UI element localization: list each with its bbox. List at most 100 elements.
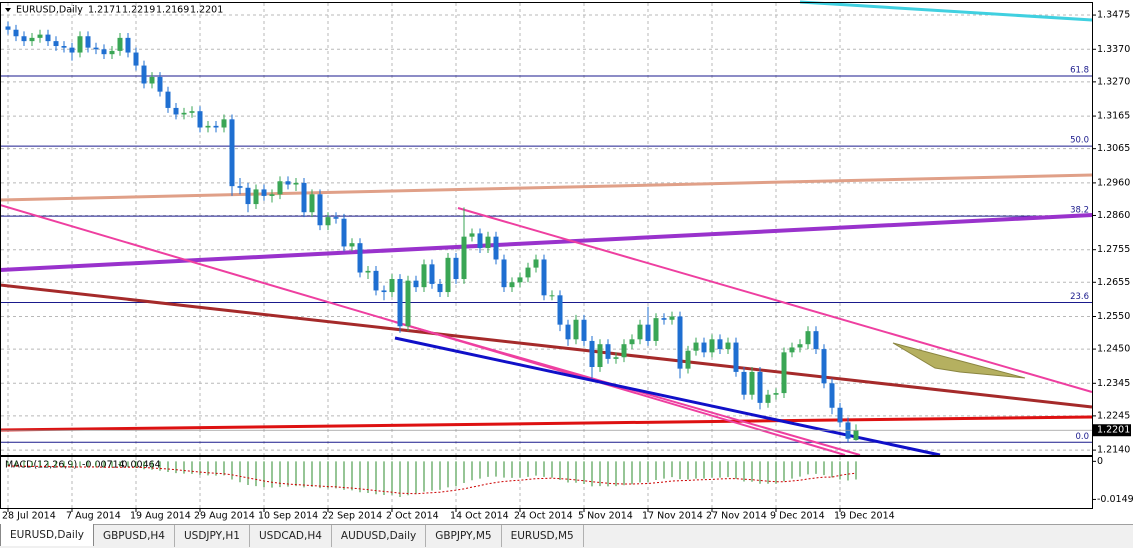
candle-body bbox=[221, 119, 227, 128]
tab-bar: EURUSD,Daily GBPUSD,H4 USDJPY,H1 USDCAD,H4 A… bbox=[0, 524, 1133, 548]
candle-body bbox=[509, 282, 515, 288]
trend-line bbox=[0, 415, 1093, 432]
trend-line bbox=[0, 283, 1093, 409]
candle-body bbox=[133, 52, 139, 66]
candle-body bbox=[85, 36, 91, 48]
y-tick-label: 1.2245 bbox=[1097, 410, 1130, 421]
macd-window-border bbox=[0, 456, 1093, 509]
candle-body bbox=[589, 340, 595, 368]
candle-body bbox=[253, 189, 259, 205]
candle-body bbox=[517, 277, 523, 283]
candle-body bbox=[261, 189, 267, 196]
macd-signal-line bbox=[7, 465, 857, 495]
candle-body bbox=[469, 233, 475, 237]
candle-body bbox=[525, 267, 531, 278]
chart: EURUSD,Daily 1.2171 1.2219 1.2169 1.2201… bbox=[0, 0, 1133, 522]
x-tick-label: 27 Nov 2014 bbox=[706, 511, 767, 522]
candle-body bbox=[789, 347, 795, 353]
y-tick-label: 1.2345 bbox=[1097, 378, 1130, 389]
candle-body bbox=[269, 194, 275, 196]
candle-body bbox=[389, 279, 395, 293]
x-tick-label: 29 Aug 2014 bbox=[194, 511, 255, 522]
candle-body bbox=[325, 217, 331, 226]
candle-body bbox=[301, 182, 307, 213]
chart-tab[interactable]: USDCAD,H4 bbox=[250, 525, 332, 547]
chart-tab[interactable]: EURUSD,M5 bbox=[502, 525, 584, 547]
candle-body bbox=[229, 119, 235, 187]
macd-y-tick-label: -0.01494 bbox=[1097, 494, 1133, 505]
candle-body bbox=[429, 264, 435, 284]
candle-body bbox=[797, 344, 803, 348]
candle-body bbox=[765, 394, 771, 403]
candle-body bbox=[661, 318, 667, 320]
candle-body bbox=[53, 41, 59, 47]
fib-label: 0.0 bbox=[1075, 432, 1089, 442]
main-window-border bbox=[0, 2, 1093, 456]
current-price-label: 1.2201 bbox=[1097, 425, 1130, 436]
macd-main-value: -0.00714 bbox=[82, 460, 125, 471]
chart-tab[interactable]: GBPUSD,H4 bbox=[94, 525, 175, 547]
candle-body bbox=[277, 181, 283, 195]
chart-symbol: EURUSD,Daily bbox=[16, 5, 83, 16]
candle-body bbox=[541, 259, 547, 296]
candle-body bbox=[37, 34, 43, 38]
chart-tab[interactable]: EURUSD,Daily bbox=[0, 524, 94, 546]
fib-label: 50.0 bbox=[1070, 136, 1089, 146]
candle-body bbox=[461, 236, 467, 280]
candle-body bbox=[437, 283, 443, 293]
candle-body bbox=[733, 342, 739, 372]
ohlc-close: 1.2201 bbox=[190, 5, 223, 16]
x-tick-label: 17 Nov 2014 bbox=[642, 511, 703, 522]
candle-body bbox=[477, 233, 483, 249]
candle-body bbox=[381, 290, 387, 293]
candle-body bbox=[13, 29, 19, 37]
y-tick-label: 1.2755 bbox=[1097, 244, 1130, 255]
macd-label: MACD(12,26,9) bbox=[5, 460, 77, 471]
y-tick-label: 1.2140 bbox=[1097, 445, 1130, 456]
x-tick-label: 24 Oct 2014 bbox=[514, 511, 573, 522]
candle-body bbox=[613, 357, 619, 359]
candle-body bbox=[581, 319, 587, 341]
candle-body bbox=[773, 393, 779, 395]
candle-body bbox=[813, 331, 819, 350]
ohlc-high: 1.2219 bbox=[122, 5, 155, 16]
candle-body bbox=[341, 218, 347, 247]
triangle-object bbox=[892, 342, 1026, 379]
y-tick-label: 1.3065 bbox=[1097, 143, 1130, 154]
candle-body bbox=[653, 318, 659, 341]
candle-body bbox=[621, 344, 627, 358]
y-tick-label: 1.3270 bbox=[1097, 76, 1130, 87]
menu-arrow[interactable] bbox=[5, 8, 11, 12]
candle-body bbox=[117, 37, 123, 51]
candle-body bbox=[685, 350, 691, 369]
candle-body bbox=[165, 91, 171, 108]
y-tick-label: 1.3165 bbox=[1097, 111, 1130, 122]
candle-body bbox=[237, 186, 243, 188]
y-tick-label: 1.2860 bbox=[1097, 210, 1130, 221]
candle-body bbox=[533, 259, 539, 268]
ohlc-low: 1.2169 bbox=[156, 5, 189, 16]
trend-line bbox=[0, 173, 1093, 202]
chart-tab[interactable]: GBPJPY,M5 bbox=[426, 525, 502, 547]
candle-body bbox=[349, 243, 355, 247]
candle-body bbox=[453, 257, 459, 280]
x-tick-label: 28 Jul 2014 bbox=[2, 511, 56, 522]
x-tick-label: 19 Dec 2014 bbox=[834, 511, 895, 522]
candle-body bbox=[741, 371, 747, 395]
x-tick-label: 5 Nov 2014 bbox=[578, 511, 633, 522]
candle-body bbox=[213, 125, 219, 128]
candle-body bbox=[21, 36, 27, 42]
candle-body bbox=[141, 65, 147, 84]
drawn-objects bbox=[0, 0, 1093, 457]
candle-body bbox=[557, 295, 563, 325]
candle-body bbox=[605, 344, 611, 359]
fib-label: 38.2 bbox=[1070, 206, 1089, 216]
candle-body bbox=[45, 34, 51, 42]
candle-body bbox=[725, 342, 731, 350]
chart-tab[interactable]: AUDUSD,Daily bbox=[332, 525, 427, 547]
candle-body bbox=[829, 383, 835, 408]
candle-body bbox=[149, 76, 155, 84]
y-tick-label: 1.2655 bbox=[1097, 277, 1130, 288]
chart-tab[interactable]: USDJPY,H1 bbox=[175, 525, 250, 547]
